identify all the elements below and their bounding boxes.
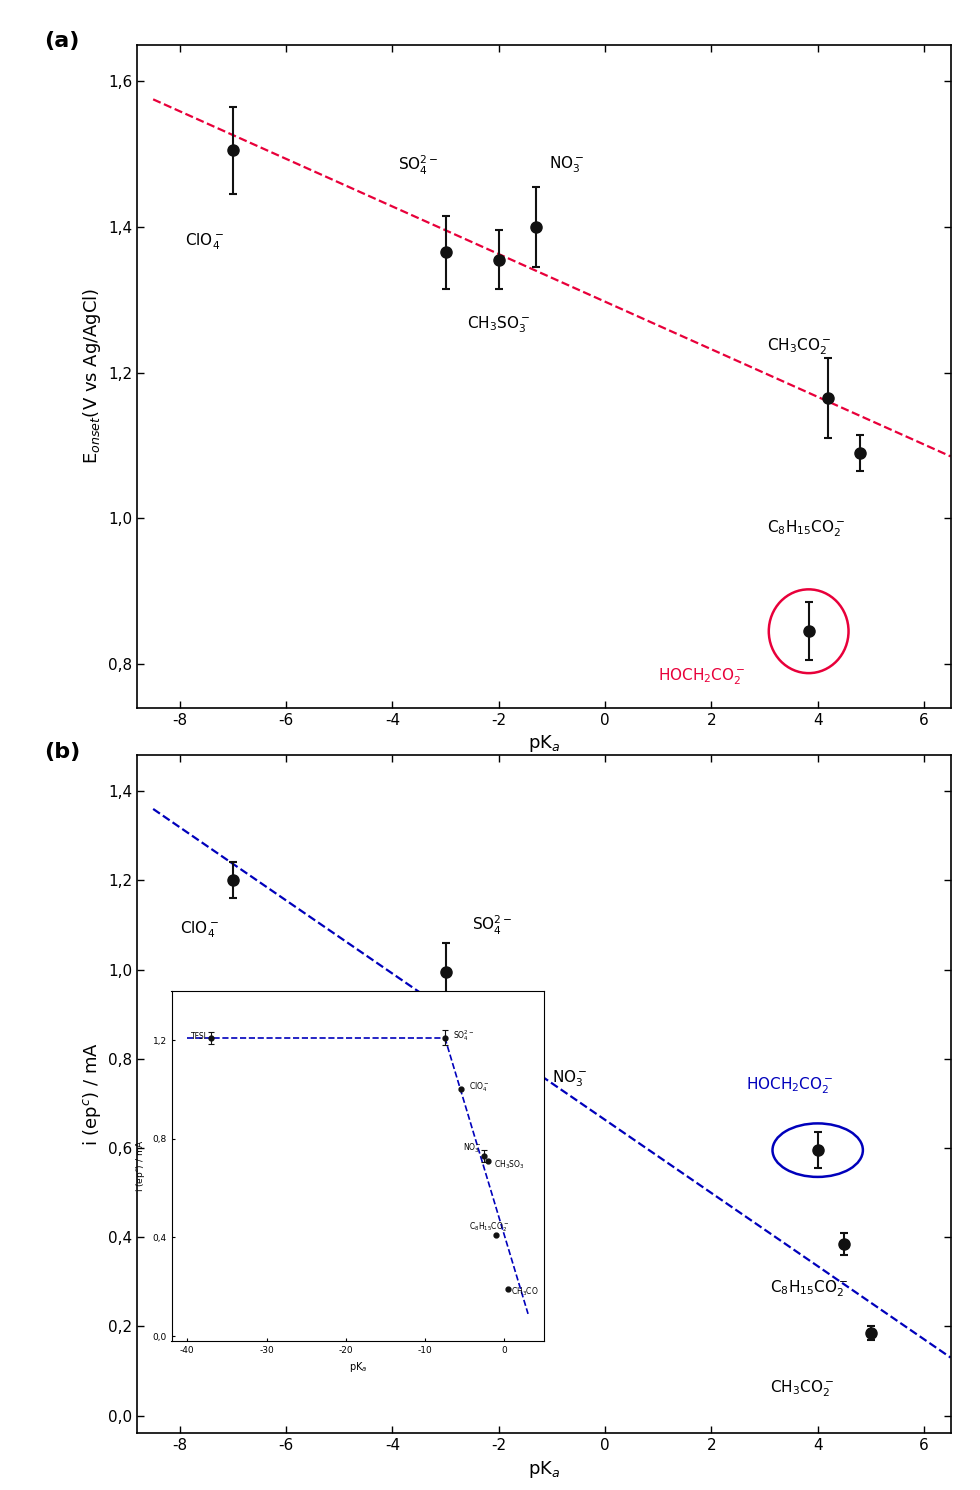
Text: (b): (b) <box>44 742 80 761</box>
Text: C$_8$H$_{15}$CO$_2^-$: C$_8$H$_{15}$CO$_2^-$ <box>767 519 846 539</box>
Text: NO$_3^-$: NO$_3^-$ <box>464 1141 482 1155</box>
Text: C$_8$H$_{15}$CO$_2^-$: C$_8$H$_{15}$CO$_2^-$ <box>468 1220 509 1234</box>
Text: SO$_4^{2-}$: SO$_4^{2-}$ <box>398 153 438 176</box>
Text: (a): (a) <box>44 31 79 52</box>
Text: ClO$_4^-$: ClO$_4^-$ <box>185 231 224 252</box>
Text: NO$_3^-$: NO$_3^-$ <box>549 155 585 176</box>
Text: CH$_3$CO$_2^-$: CH$_3$CO$_2^-$ <box>767 337 831 358</box>
Y-axis label: E$_{onset}$(V vs Ag/AgCl): E$_{onset}$(V vs Ag/AgCl) <box>80 288 103 465</box>
Text: C$_8$H$_{15}$CO$_2^-$: C$_8$H$_{15}$CO$_2^-$ <box>770 1278 849 1299</box>
Text: SO$_4^{2-}$: SO$_4^{2-}$ <box>453 1028 474 1043</box>
Text: CH$_3$SO$_3^-$: CH$_3$SO$_3^-$ <box>366 1094 429 1113</box>
Text: ClO$_4^-$: ClO$_4^-$ <box>179 919 219 940</box>
Text: CH$_3$CO$_2^-$: CH$_3$CO$_2^-$ <box>770 1378 834 1399</box>
X-axis label: pK$_a$: pK$_a$ <box>349 1360 367 1374</box>
Text: CH$_3$CO: CH$_3$CO <box>511 1286 538 1298</box>
Text: ClO$_4^-$: ClO$_4^-$ <box>468 1080 489 1094</box>
X-axis label: pK$_a$: pK$_a$ <box>528 733 560 754</box>
Text: CH$_3$SO$_3^-$: CH$_3$SO$_3^-$ <box>466 314 530 335</box>
Y-axis label: i (ep$^c$) / mA: i (ep$^c$) / mA <box>80 1043 103 1146</box>
Text: TFSI: TFSI <box>191 1033 207 1042</box>
Text: NO$_3^-$: NO$_3^-$ <box>552 1068 587 1089</box>
Text: SO$_4^{2-}$: SO$_4^{2-}$ <box>472 913 513 937</box>
Text: HOCH$_2$CO$_2^-$: HOCH$_2$CO$_2^-$ <box>659 668 746 687</box>
Y-axis label: i (ep$^c$) / mA: i (ep$^c$) / mA <box>134 1140 147 1192</box>
Text: CH$_3$SO$_3$: CH$_3$SO$_3$ <box>494 1158 524 1171</box>
X-axis label: pK$_a$: pK$_a$ <box>528 1459 560 1480</box>
Text: HOCH$_2$CO$_2^-$: HOCH$_2$CO$_2^-$ <box>746 1076 834 1095</box>
